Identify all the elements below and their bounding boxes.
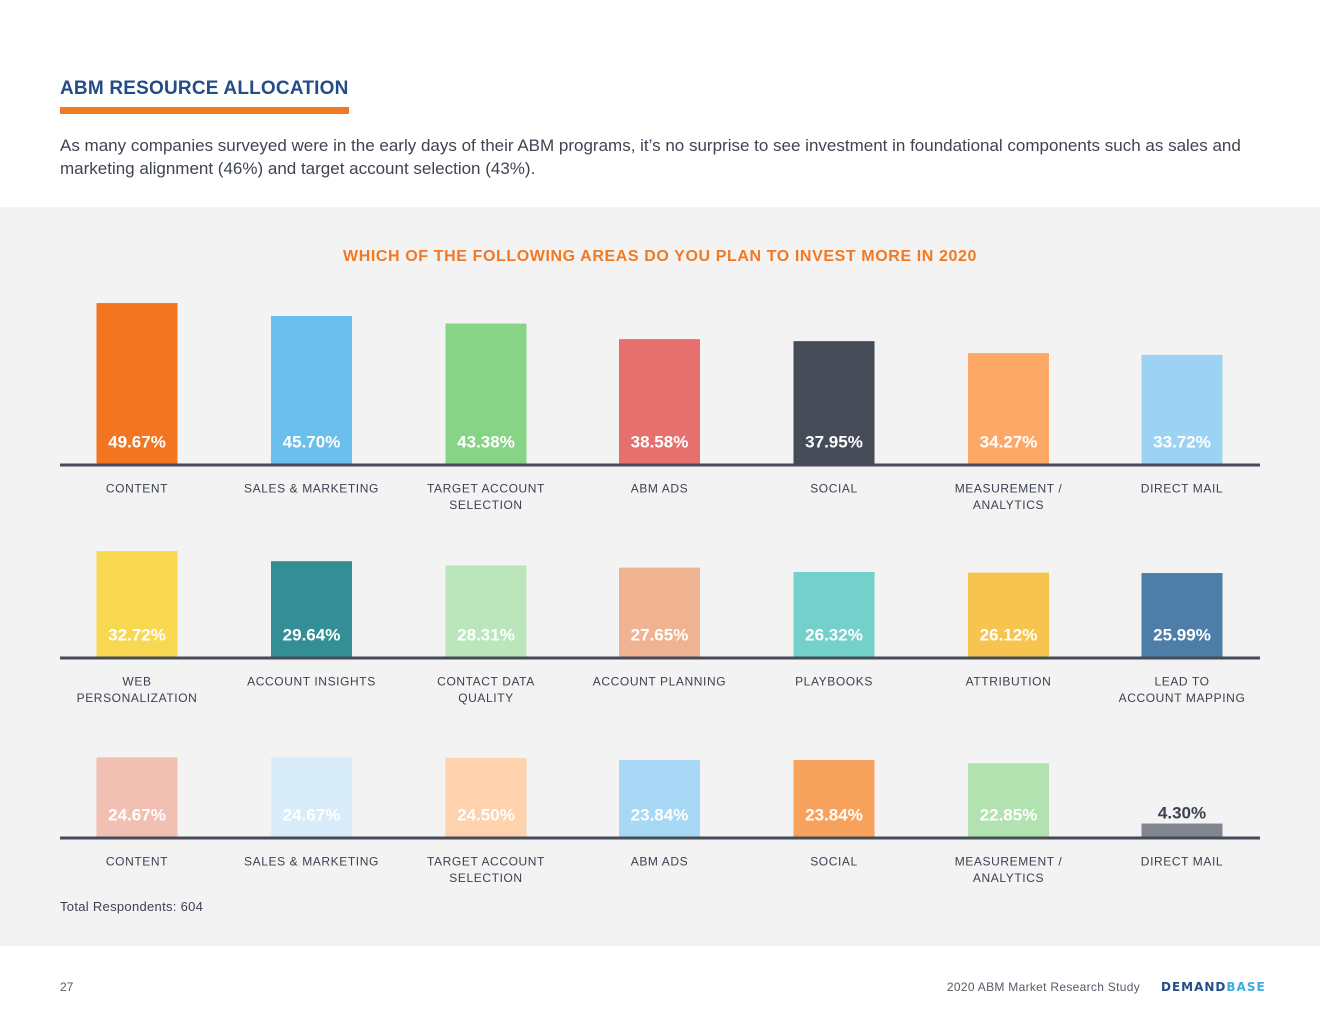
bar-value-label: 29.64% (283, 626, 341, 645)
bar (1141, 573, 1223, 658)
bar-value-label: 4.30% (1158, 804, 1206, 823)
bar (968, 353, 1049, 465)
category-label: ACCOUNT INSIGHTS (247, 675, 376, 689)
bar (793, 571, 875, 658)
bar (619, 760, 700, 838)
bar (271, 757, 352, 838)
bar-value-label: 24.67% (108, 806, 166, 825)
category-label: MEASUREMENT / ANALYTICS (955, 855, 1063, 886)
x-axis-line (60, 656, 1260, 660)
demandbase-logo: DEMANDBASE (1161, 980, 1266, 994)
bar (968, 763, 1049, 838)
section-title: ABM RESOURCE ALLOCATION (60, 78, 349, 99)
bar-value-label: 25.99% (1153, 626, 1211, 645)
bar-value-label: 22.85% (980, 806, 1038, 825)
bar-value-label: 38.58% (631, 433, 689, 452)
category-label: LEAD TO ACCOUNT MAPPING (1119, 675, 1246, 706)
bar-value-label: 49.67% (108, 433, 166, 452)
bar (1141, 823, 1223, 838)
bar (1141, 354, 1223, 465)
category-label: SALES & MARKETING (244, 855, 379, 869)
x-axis-line (60, 836, 1260, 840)
bar (96, 303, 178, 465)
bar-value-label: 26.12% (980, 626, 1038, 645)
bar-value-label: 34.27% (980, 433, 1038, 452)
bar-value-label: 24.67% (283, 806, 341, 825)
bar-value-label: 27.65% (631, 626, 689, 645)
intro-paragraph: As many companies surveyed were in the e… (60, 136, 1241, 178)
category-label: WEB PERSONALIZATION (77, 675, 198, 706)
category-label: TARGET ACCOUNT SELECTION (427, 855, 545, 886)
bar-value-label: 23.84% (631, 806, 689, 825)
bar-value-label: 24.50% (457, 806, 515, 825)
category-label: CONTENT (106, 482, 168, 496)
bar-value-label: 33.72% (1153, 433, 1211, 452)
bar (793, 760, 875, 838)
category-label: ABM ADS (631, 482, 689, 496)
category-label: SOCIAL (810, 482, 858, 496)
bar (445, 323, 527, 465)
category-label: ACCOUNT PLANNING (593, 675, 726, 689)
bar (968, 572, 1049, 658)
bar-value-label: 28.31% (457, 626, 515, 645)
x-axis-line (60, 463, 1260, 467)
category-label: TARGET ACCOUNT SELECTION (427, 482, 545, 513)
bar-value-label: 43.38% (457, 433, 515, 452)
category-label: ABM ADS (631, 855, 689, 869)
study-name: 2020 ABM Market Research Study (946, 980, 1140, 994)
bar (271, 561, 352, 658)
total-respondents: Total Respondents: 604 (60, 899, 204, 914)
bar (619, 339, 700, 465)
bar (271, 315, 352, 465)
bar-value-label: 32.72% (108, 626, 166, 645)
bar-value-label: 37.95% (805, 433, 863, 452)
bar (96, 757, 178, 838)
category-label: CONTENT (106, 855, 168, 869)
bar-value-label: 23.84% (805, 806, 863, 825)
bar-value-label: 26.32% (805, 626, 863, 645)
category-label: SOCIAL (810, 855, 858, 869)
chart-title: WHICH OF THE FOLLOWING AREAS DO YOU PLAN… (343, 248, 977, 265)
bar (96, 551, 178, 658)
category-label: PLAYBOOKS (795, 675, 873, 689)
title-underline (60, 107, 349, 114)
category-label: CONTACT DATA QUALITY (437, 675, 535, 706)
bar (619, 567, 700, 658)
category-label: DIRECT MAIL (1141, 482, 1223, 496)
page-number: 27 (60, 980, 74, 994)
bar (793, 341, 875, 465)
category-label: SALES & MARKETING (244, 482, 379, 496)
bar (445, 757, 527, 838)
category-label: ATTRIBUTION (966, 675, 1052, 689)
bar (445, 565, 527, 658)
category-label: DIRECT MAIL (1141, 855, 1223, 869)
category-label: MEASUREMENT / ANALYTICS (955, 482, 1063, 513)
bar-value-label: 45.70% (283, 433, 341, 452)
